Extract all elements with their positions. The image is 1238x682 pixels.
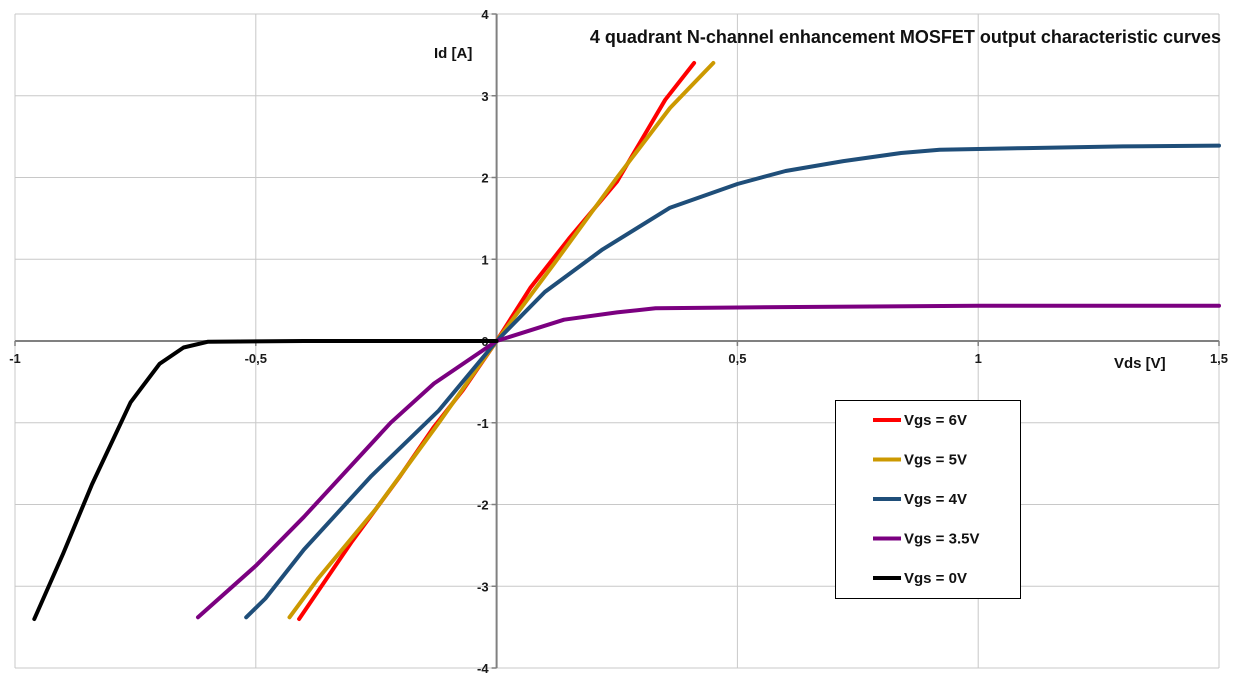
legend: Vgs = 6V Vgs = 5V Vgs = 4V Vgs = 3.5V Vgs = … xyxy=(835,400,1021,599)
x-axis-label: Vds [V] xyxy=(1114,355,1166,372)
series-line-3 xyxy=(244,143,1221,620)
y-tick-label: -1 xyxy=(477,416,489,431)
x-tick-label: -1 xyxy=(9,351,21,366)
y-tick-label: 2 xyxy=(481,171,488,186)
x-tick-label: 1 xyxy=(975,351,982,366)
y-tick-label: -4 xyxy=(477,661,489,676)
series-line-5 xyxy=(32,339,499,621)
y-tick-label: 4 xyxy=(481,7,489,22)
x-tick-label: 0,5 xyxy=(728,351,746,366)
legend-label: Vgs = 5V xyxy=(904,452,967,469)
legend-box xyxy=(835,400,1021,599)
legend-label: Vgs = 3.5V xyxy=(904,531,979,548)
y-tick-label: 3 xyxy=(481,89,488,104)
legend-label: Vgs = 6V xyxy=(904,412,967,429)
axes xyxy=(15,14,1219,668)
legend-label: Vgs = 4V xyxy=(904,491,967,508)
x-tick-label: -0,5 xyxy=(245,351,267,366)
x-tick-label: 1,5 xyxy=(1210,351,1228,366)
chart-title: 4 quadrant N-channel enhancement MOSFET … xyxy=(590,27,1221,47)
legend-label: Vgs = 0V xyxy=(904,570,967,587)
y-tick-label: 1 xyxy=(481,252,488,267)
series-line-4 xyxy=(196,303,1221,620)
y-axis-label: Id [A] xyxy=(434,45,472,62)
series-group xyxy=(32,61,1221,621)
y-tick-label: -2 xyxy=(477,498,489,513)
y-tick-label: -3 xyxy=(477,579,489,594)
